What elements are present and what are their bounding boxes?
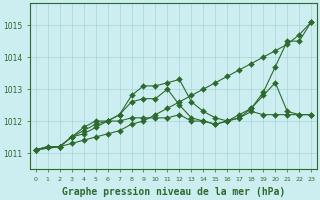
X-axis label: Graphe pression niveau de la mer (hPa): Graphe pression niveau de la mer (hPa): [62, 187, 285, 197]
